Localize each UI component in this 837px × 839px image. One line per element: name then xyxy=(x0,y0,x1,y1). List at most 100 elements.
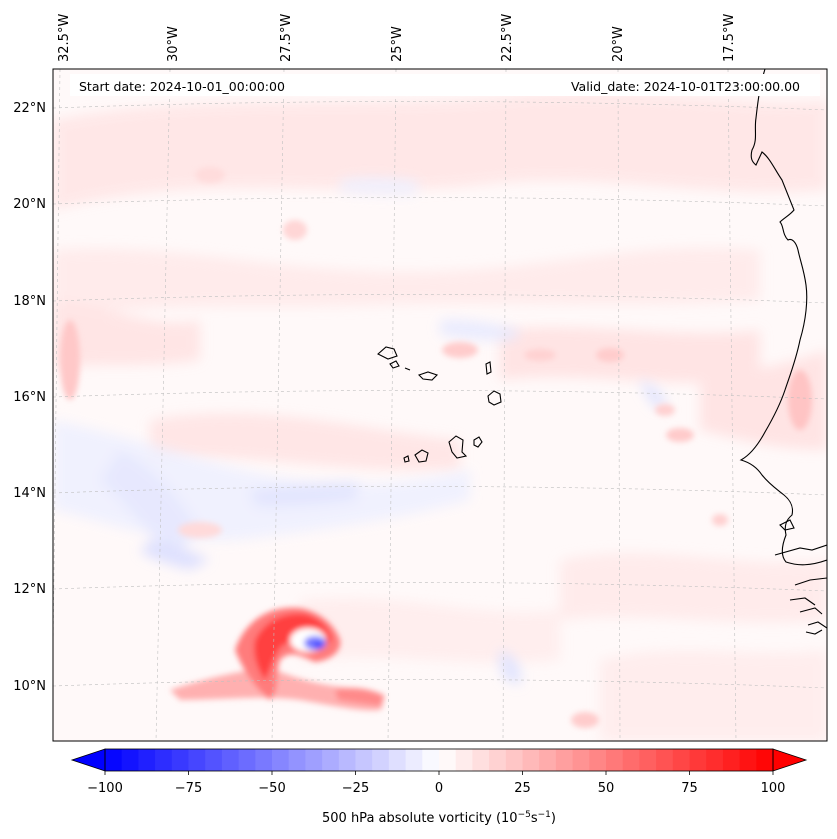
colorbar-segment xyxy=(589,749,607,771)
lon-label: 27.5°W xyxy=(279,14,294,62)
colorbar-title: 500 hPa absolute vorticity (10−5s−1) xyxy=(322,810,556,826)
colorbar-segment xyxy=(555,749,574,771)
colorbar-segment xyxy=(221,749,240,771)
colorbar-segment xyxy=(706,749,724,771)
colorbar-segment xyxy=(105,749,123,771)
colorbar-segment xyxy=(739,749,757,771)
meridian-line xyxy=(155,69,171,741)
lat-label: 12°N xyxy=(13,582,46,597)
latitude-labels: 22°N 20°N 18°N 16°N 14°N 12°N 10°N xyxy=(13,101,46,694)
colorbar-segment xyxy=(188,749,206,771)
colorbar-segment xyxy=(322,749,340,771)
lon-label: 25°W xyxy=(390,26,405,62)
colorbar-segment xyxy=(489,749,507,771)
colorbar-ticks xyxy=(104,771,774,775)
island-outline xyxy=(404,367,439,381)
map-panel: Start date: 2024-10-01_00:00:00 Valid_da… xyxy=(52,68,828,742)
gambia-estuary xyxy=(774,544,827,556)
lat-label: 18°N xyxy=(13,294,46,309)
colorbar-segment xyxy=(539,749,557,771)
colorbar-segment xyxy=(606,749,624,771)
colorbar-segment xyxy=(522,749,540,771)
colorbar-segment xyxy=(622,749,640,771)
colorbar-tick-label: 25 xyxy=(514,781,531,796)
colorbar: −100 −75 −50 −25 0 25 50 75 100 500 hPa … xyxy=(70,748,808,826)
colorbar-segment xyxy=(238,749,256,771)
meridian-line xyxy=(502,69,507,741)
start-date-label: Start date: 2024-10-01_00:00:00 xyxy=(79,79,285,94)
colorbar-tick-label: −50 xyxy=(258,781,285,796)
parallel-line xyxy=(53,390,827,400)
meridian-line xyxy=(271,69,285,741)
colorbar-segment xyxy=(305,749,323,771)
island-outline xyxy=(779,519,795,531)
colorbar-segment xyxy=(572,749,590,771)
coastline xyxy=(377,69,827,635)
bissagos-coast xyxy=(789,577,827,635)
parallel-line xyxy=(53,294,827,304)
island-outline xyxy=(389,360,400,369)
colorbar-tick-label: −100 xyxy=(87,781,123,796)
lon-label: 32.5°W xyxy=(57,14,72,62)
colorbar-min-extend xyxy=(70,748,106,772)
lat-label: 22°N xyxy=(13,101,46,116)
meridian-line xyxy=(387,69,397,741)
colorbar-segment xyxy=(171,749,189,771)
colorbar-tick-label: −25 xyxy=(342,781,369,796)
colorbar-segment xyxy=(138,749,156,771)
map-frame xyxy=(52,68,828,742)
graticule xyxy=(53,69,827,741)
colorbar-segment xyxy=(355,749,373,771)
colorbar-segment xyxy=(405,749,423,771)
lat-label: 16°N xyxy=(13,390,46,405)
lat-label: 20°N xyxy=(13,197,46,212)
colorbar-segments xyxy=(105,749,774,771)
colorbar-segment xyxy=(756,749,774,771)
colorbar-segment xyxy=(338,749,356,771)
colorbar-segment xyxy=(372,749,390,771)
island-outline xyxy=(448,435,468,459)
colorbar-segment xyxy=(288,749,306,771)
header-box xyxy=(70,74,820,96)
parallel-line xyxy=(53,679,827,689)
parallel-line xyxy=(53,582,827,592)
colorbar-segment xyxy=(639,749,657,771)
vortex-feature xyxy=(170,607,385,711)
lon-label: 30°W xyxy=(166,26,181,62)
colorbar-segment xyxy=(422,749,440,771)
colorbar-tick-label: 0 xyxy=(435,781,443,796)
colorbar-title-main: 500 hPa absolute vorticity (10 xyxy=(322,811,518,826)
parallel-line xyxy=(53,486,827,496)
colorbar-segment xyxy=(722,749,741,771)
colorbar-title-end: ) xyxy=(551,811,556,826)
colorbar-tick-label: 50 xyxy=(598,781,615,796)
africa-coast xyxy=(739,69,827,566)
meridian-line xyxy=(617,69,621,741)
colorbar-tick-label: −75 xyxy=(175,781,202,796)
island-outline xyxy=(473,436,483,448)
colorbar-title-exp1: −5 xyxy=(518,810,531,820)
island-outline xyxy=(487,390,502,406)
parallel-line xyxy=(53,101,827,111)
lon-label: 22.5°W xyxy=(500,14,515,62)
colorbar-segment xyxy=(472,749,490,771)
colorbar-segment xyxy=(121,749,139,771)
island-outline xyxy=(414,449,429,463)
island-outline xyxy=(403,455,410,463)
colorbar-max-extend xyxy=(772,748,808,772)
lon-label: 20°W xyxy=(611,26,626,62)
valid-date-label: Valid_date: 2024-10-01T23:00:00.00 xyxy=(571,79,800,94)
colorbar-tick-label: 100 xyxy=(761,781,786,796)
colorbar-segment xyxy=(439,749,457,771)
colorbar-title-exp2: −1 xyxy=(538,810,551,820)
island-outline xyxy=(377,346,398,360)
parallel-line xyxy=(53,197,827,207)
colorbar-segment xyxy=(388,749,407,771)
meridian-line xyxy=(727,69,737,741)
lat-label: 14°N xyxy=(13,486,46,501)
colorbar-segment xyxy=(155,749,173,771)
colorbar-segment xyxy=(656,749,674,771)
colorbar-segment xyxy=(455,749,473,771)
vorticity-field xyxy=(53,92,827,741)
